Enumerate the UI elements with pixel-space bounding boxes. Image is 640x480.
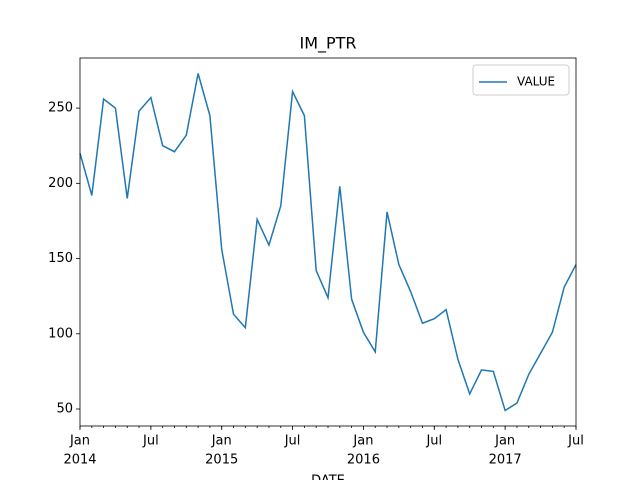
x-tick-label: Jul	[425, 434, 442, 449]
y-tick-label: 200	[48, 176, 73, 191]
legend-label: VALUE	[517, 75, 555, 89]
y-tick-label: 150	[48, 251, 73, 266]
x-tick-label: Jan	[211, 434, 232, 449]
x-axis-label: DATE	[311, 474, 345, 480]
x-tick-year: 2017	[489, 453, 522, 468]
y-tick-label: 250	[48, 101, 73, 116]
data-line	[79, 73, 577, 412]
legend-box	[472, 64, 570, 96]
x-tick-label: Jul	[142, 434, 159, 449]
x-tick-label: Jul	[284, 434, 301, 449]
x-tick-label: Jan	[69, 434, 90, 449]
x-tick-year: 2015	[205, 453, 238, 468]
x-tick-label: Jul	[567, 434, 584, 449]
x-tick-year: 2016	[347, 453, 380, 468]
x-tick-label: Jan	[494, 434, 515, 449]
plot-frame	[79, 57, 577, 427]
x-tick-label: Jan	[352, 434, 373, 449]
x-tick-year: 2014	[63, 453, 96, 468]
y-tick-label: 50	[56, 401, 73, 416]
chart-title: IM_PTR	[299, 34, 356, 54]
y-tick-label: 100	[48, 326, 73, 341]
